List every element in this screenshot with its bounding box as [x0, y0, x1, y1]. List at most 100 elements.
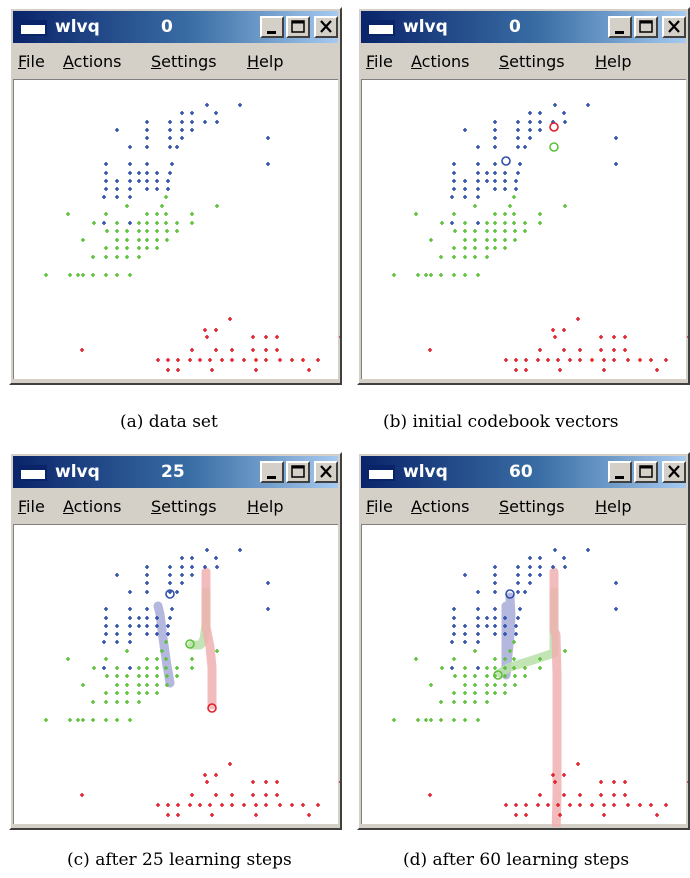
data-point-class1: [190, 120, 194, 124]
data-point-class3: [687, 781, 688, 783]
title-bar[interactable]: wlvq 0: [13, 11, 338, 43]
data-point-class3: [578, 803, 582, 807]
minimize-icon[interactable]: [608, 461, 632, 483]
title-bar[interactable]: wlvq 25: [13, 456, 338, 488]
maximize-icon[interactable]: [634, 461, 658, 483]
data-point-class2: [104, 691, 108, 695]
menu-settings[interactable]: Settings: [151, 52, 217, 71]
data-point-class2: [165, 674, 169, 678]
data-point-class1: [102, 195, 106, 199]
plot-canvas[interactable]: [361, 79, 688, 379]
menu-file[interactable]: File: [366, 52, 393, 71]
data-point-class1: [145, 632, 149, 636]
data-point-class1: [104, 624, 108, 628]
data-point-class2: [190, 666, 194, 670]
data-point-class1: [516, 590, 520, 594]
plot-canvas[interactable]: [13, 524, 340, 824]
data-point-class2: [493, 657, 497, 661]
menu-settings[interactable]: Settings: [151, 497, 217, 516]
data-point-class3: [278, 803, 282, 807]
data-point-class3: [166, 358, 170, 362]
menu-actions[interactable]: Actions: [411, 497, 469, 516]
maximize-icon[interactable]: [286, 16, 310, 38]
maximize-icon[interactable]: [286, 461, 310, 483]
data-point-class2: [513, 238, 517, 242]
title-bar[interactable]: wlvq 60: [361, 456, 686, 488]
data-point-class1: [450, 666, 454, 670]
data-point-class2: [160, 649, 164, 653]
data-point-class1: [485, 616, 489, 620]
menu-actions[interactable]: Actions: [63, 497, 121, 516]
data-point-class1: [145, 565, 149, 569]
menu-help[interactable]: Help: [247, 52, 283, 71]
data-point-class3: [553, 335, 557, 339]
data-point-class2: [68, 718, 72, 722]
data-point-class2: [463, 238, 467, 242]
menu-file[interactable]: File: [18, 52, 45, 71]
close-icon[interactable]: [314, 461, 338, 483]
minimize-icon[interactable]: [608, 16, 632, 38]
menu-help[interactable]: Help: [247, 497, 283, 516]
data-point-class1: [516, 171, 520, 175]
data-point-class3: [80, 793, 84, 797]
data-point-class2: [164, 666, 168, 670]
data-point-class1: [137, 624, 141, 628]
title-bar[interactable]: wlvq 0: [361, 11, 686, 43]
codebook-vector-class1: [501, 156, 511, 166]
data-point-class2: [485, 246, 489, 250]
data-point-class1: [538, 128, 542, 132]
data-point-class1: [205, 103, 209, 107]
data-point-class3: [664, 803, 668, 807]
close-icon[interactable]: [662, 16, 686, 38]
data-point-class2: [452, 718, 456, 722]
data-point-class2: [463, 221, 467, 225]
menu-help[interactable]: Help: [595, 497, 631, 516]
data-point-class3: [524, 358, 528, 362]
data-point-class1: [528, 111, 532, 115]
data-point-class3: [203, 328, 207, 332]
data-point-class1: [452, 632, 456, 636]
data-point-class3: [156, 358, 160, 362]
data-point-class2: [115, 683, 119, 687]
data-point-class1: [155, 624, 159, 628]
data-point-class2: [155, 238, 159, 242]
menu-file[interactable]: File: [18, 497, 45, 516]
data-point-class3: [230, 358, 234, 362]
data-point-class3: [208, 803, 212, 807]
data-point-class2: [463, 674, 467, 678]
data-point-class3: [290, 358, 294, 362]
app-window-icon: [367, 20, 395, 36]
minimize-icon[interactable]: [260, 16, 284, 38]
data-point-class3: [214, 793, 218, 797]
menu-actions[interactable]: Actions: [411, 52, 469, 71]
plot-canvas[interactable]: [361, 524, 688, 827]
menu-help[interactable]: Help: [595, 52, 631, 71]
menu-file[interactable]: File: [366, 497, 393, 516]
data-point-class1: [166, 179, 170, 183]
data-point-class3: [156, 803, 160, 807]
menu-settings[interactable]: Settings: [499, 52, 565, 71]
data-point-class3: [558, 813, 562, 817]
menu-actions[interactable]: Actions: [63, 52, 121, 71]
data-point-class3: [546, 358, 550, 362]
data-point-class2: [92, 666, 96, 670]
close-icon[interactable]: [662, 461, 686, 483]
data-point-class2: [128, 273, 132, 277]
codebook-vector-class1: [505, 589, 515, 599]
data-point-class1: [115, 624, 119, 628]
data-point-class2: [485, 221, 489, 225]
data-point-class1: [155, 179, 159, 183]
data-point-class3: [655, 813, 659, 817]
minimize-icon[interactable]: [260, 461, 284, 483]
close-icon[interactable]: [314, 16, 338, 38]
data-point-class2: [485, 683, 489, 687]
data-point-class1: [115, 632, 119, 636]
menu-settings[interactable]: Settings: [499, 497, 565, 516]
plot-canvas[interactable]: [13, 79, 340, 379]
data-point-class2: [92, 221, 96, 225]
maximize-icon[interactable]: [634, 16, 658, 38]
data-point-class1: [180, 120, 184, 124]
data-point-class1: [115, 187, 119, 191]
data-point-class1: [145, 590, 149, 594]
data-point-class2: [429, 683, 433, 687]
